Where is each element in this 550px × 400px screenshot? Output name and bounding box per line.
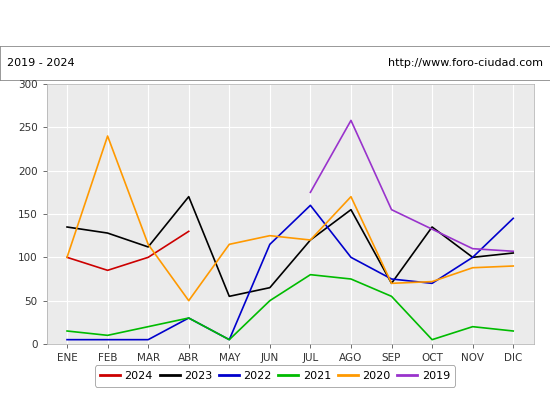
Text: Evolucion Nº Turistas Nacionales en el municipio de Benicolet: Evolucion Nº Turistas Nacionales en el m… xyxy=(69,16,481,30)
Text: 2019 - 2024: 2019 - 2024 xyxy=(7,58,74,68)
Legend: 2024, 2023, 2022, 2021, 2020, 2019: 2024, 2023, 2022, 2021, 2020, 2019 xyxy=(95,366,455,386)
Text: http://www.foro-ciudad.com: http://www.foro-ciudad.com xyxy=(388,58,543,68)
